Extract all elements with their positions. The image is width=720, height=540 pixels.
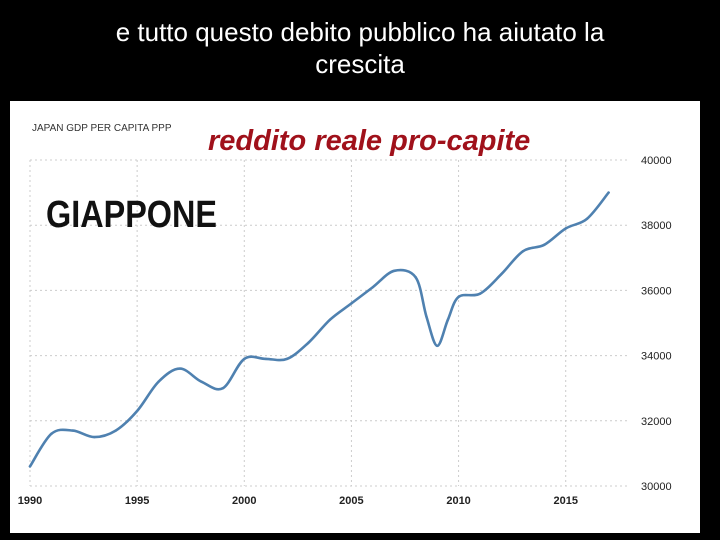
data-point: [135, 409, 139, 413]
data-point: [28, 465, 32, 468]
data-point: [478, 292, 482, 295]
slide-title-line-1: e tutto questo debito pubblico ha aiutat…: [115, 17, 605, 47]
data-point: [93, 435, 96, 439]
x-tick-label: 2015: [553, 495, 577, 507]
data-point: [200, 380, 203, 383]
data-point: [350, 302, 353, 305]
data-point: [585, 217, 589, 220]
data-point: [114, 429, 117, 432]
chart-panel: JAPAN GDP PER CAPITA PPP reddito reale p…: [10, 101, 700, 533]
data-point: [285, 357, 289, 361]
chart-title: JAPAN GDP PER CAPITA PPP: [32, 123, 172, 134]
y-tick-label: 34000: [641, 351, 672, 363]
x-tick-label: 2005: [339, 495, 363, 507]
data-point: [371, 285, 375, 289]
x-tick-label: 1990: [18, 495, 42, 507]
data-point: [71, 429, 75, 432]
series-points: [28, 191, 610, 468]
data-point: [435, 344, 439, 348]
grid-layer: [29, 159, 630, 487]
slide-title-line-2: crescita: [315, 49, 405, 79]
x-axis-ticks: 1990 1995 2000 2005 2010 2015: [18, 495, 578, 507]
x-tick-label: 2010: [446, 495, 470, 507]
data-point: [50, 432, 53, 436]
data-point: [307, 341, 310, 344]
data-point: [446, 318, 450, 321]
data-point: [564, 227, 567, 230]
data-point: [157, 380, 160, 383]
data-point: [543, 243, 546, 246]
data-point: [178, 367, 182, 370]
country-label: GIAPPONE: [46, 194, 217, 236]
data-point: [414, 276, 417, 279]
data-point: [393, 269, 396, 273]
data-point: [425, 315, 428, 318]
data-point: [221, 387, 225, 390]
x-tick-label: 2000: [232, 495, 256, 507]
x-tick-label: 1995: [125, 495, 149, 507]
data-point: [500, 272, 503, 276]
y-axis-ticks: 30000 32000 34000 36000 38000 40000: [641, 155, 672, 493]
y-tick-label: 38000: [641, 220, 672, 232]
y-tick-label: 36000: [641, 285, 672, 297]
series-line: [28, 191, 610, 468]
data-point: [264, 357, 267, 361]
y-tick-label: 30000: [641, 481, 672, 493]
slide-title: e tutto questo debito pubblico ha aiutat…: [20, 16, 700, 80]
data-point: [607, 191, 610, 194]
y-tick-label: 32000: [641, 416, 672, 428]
data-point: [457, 295, 460, 299]
data-point: [521, 250, 525, 253]
overlay-title: reddito reale pro-capite: [208, 125, 530, 157]
data-point: [243, 357, 246, 361]
data-point: [328, 318, 332, 321]
gdp-line-chart: JAPAN GDP PER CAPITA PPP reddito reale p…: [18, 123, 672, 507]
y-tick-label: 40000: [641, 155, 672, 167]
